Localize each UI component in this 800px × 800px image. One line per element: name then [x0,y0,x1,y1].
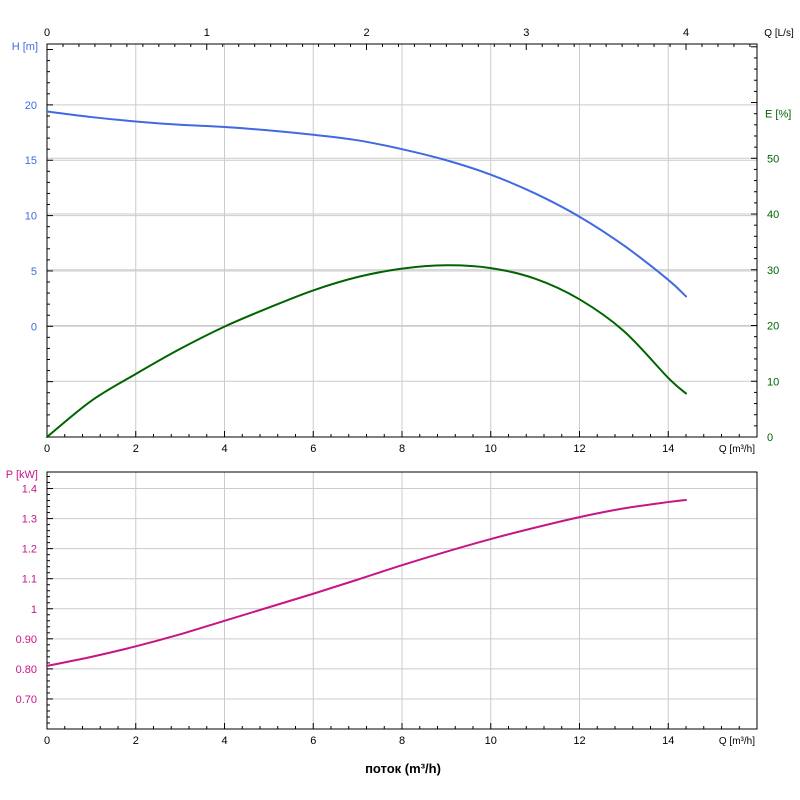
x-tick-label: 10 [485,735,497,747]
y-axis-unit-label: P [kW] [6,469,38,481]
x-axis-title: поток (m³/h) [365,761,441,776]
y-tick-label: 0.80 [16,664,37,676]
x-axis-unit-label: Q [m³/h] [719,444,755,455]
y-tick-label: 0 [31,321,37,333]
x-top-tick-label: 3 [523,27,529,39]
y-tick-label: 1.4 [22,484,37,496]
y-tick-label: 15 [25,155,37,167]
x-tick-label: 12 [573,735,585,747]
y-right-tick-label: 0 [767,432,773,444]
x-top-tick-label: 2 [363,27,369,39]
x-axis-unit-label: Q [m³/h] [719,736,755,747]
head-curve [46,110,687,298]
x-tick-label: 0 [44,735,50,747]
y-right-axis-unit-label: E [%] [765,109,791,121]
x-top-tick-label: 0 [44,27,50,39]
x-tick-label: 2 [133,443,139,455]
efficiency-curve [46,264,687,438]
y-tick-label: 0.70 [16,694,37,706]
x-top-tick-label: 1 [204,27,210,39]
power-panel: 0 2 4 6 8 10 12 14 Q [m³/h] 0.70 0.80 0.90 1 1.1 1.2 1.… [6,469,758,747]
x-tick-label: 4 [221,443,227,455]
x-tick-label: 14 [662,443,674,455]
x-tick-label: 8 [399,443,405,455]
y-tick-label: 1.2 [22,544,37,556]
x-top-tick-label: 4 [683,27,689,39]
x-tick-label: 10 [485,443,497,455]
x-tick-label: 6 [310,443,316,455]
x-top-axis-unit-label: Q [L/s] [764,28,794,39]
x-tick-label: 12 [573,443,585,455]
x-tick-label: 14 [662,735,674,747]
y-tick-label: 5 [31,266,37,278]
x-tick-label: 4 [221,735,227,747]
x-tick-label: 8 [399,735,405,747]
y-tick-label: 1.3 [22,514,37,526]
x-tick-label: 2 [133,735,139,747]
y-tick-label: 20 [25,100,37,112]
power-curve [46,498,687,667]
y-right-tick-label: 20 [767,321,779,333]
y-right-tick-label: 50 [767,153,779,165]
y-right-tick-label: 40 [767,209,779,221]
x-tick-label: 0 [44,443,50,455]
head-efficiency-panel: 0 2 4 6 8 10 12 14 Q [m³/h]0 1 2 3 4 Q [L/s]05101520H… [12,27,794,455]
y-tick-label: 1.1 [22,574,37,586]
y-axis-unit-label: H [m] [12,41,38,53]
y-right-tick-label: 10 [767,376,779,388]
y-tick-label: 1 [31,604,37,616]
y-right-tick-label: 30 [767,265,779,277]
y-tick-label: 0.90 [16,634,37,646]
y-tick-label: 10 [25,211,37,223]
x-tick-label: 6 [310,735,316,747]
